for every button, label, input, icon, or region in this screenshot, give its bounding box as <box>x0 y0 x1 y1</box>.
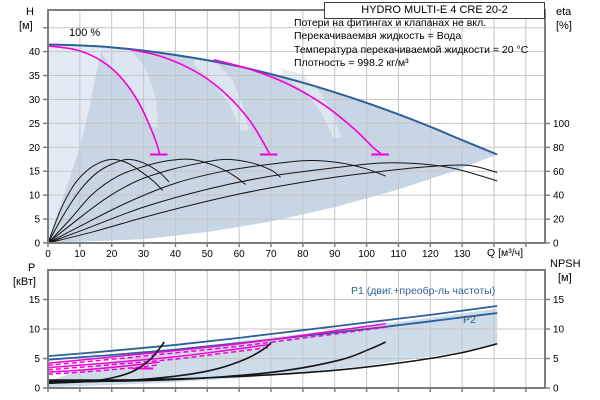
svg-text:30: 30 <box>138 249 150 260</box>
svg-text:100: 100 <box>358 249 375 260</box>
svg-text:40: 40 <box>553 191 565 202</box>
p2-curve-label: P2 <box>463 314 476 326</box>
axis-unit-eta: [%] <box>556 20 572 32</box>
npsh-curve-4 <box>47 342 498 381</box>
svg-text:100: 100 <box>553 119 570 130</box>
p1-curve-label: P1 (двиг.+преобр-ль частоты) <box>351 285 496 297</box>
axis-unit-npsh: [м] <box>558 272 572 284</box>
svg-text:0: 0 <box>34 239 40 250</box>
svg-text:0: 0 <box>45 249 51 260</box>
svg-text:50: 50 <box>202 249 214 260</box>
eta-curve-7 <box>47 164 498 244</box>
svg-text:10: 10 <box>74 249 86 260</box>
svg-text:15: 15 <box>553 295 565 306</box>
svg-text:10: 10 <box>553 325 565 336</box>
svg-text:5: 5 <box>553 354 559 365</box>
svg-text:80: 80 <box>553 143 565 154</box>
eta-curve-1 <box>47 158 164 244</box>
npsh-curve-3 <box>47 341 387 383</box>
condition-line: Перекачиваемая жидкость = Вода <box>294 30 462 43</box>
eta-curve-3 <box>47 158 246 244</box>
condition-line: Потери на фитингах и клапанах не вкл. <box>294 17 487 29</box>
axis-label-h: H <box>26 6 34 18</box>
duty-area-dark <box>48 46 498 244</box>
power-speed-curve-5 <box>47 361 160 373</box>
duty-wedge-2 <box>194 56 249 131</box>
svg-text:40: 40 <box>170 249 182 260</box>
svg-text:5: 5 <box>34 354 40 365</box>
power-speed-curve-6 <box>47 363 160 375</box>
power-speed-curve-4 <box>47 346 272 371</box>
power-npsh-chart: 0 5 10 15 0 5 10 15 <box>29 269 565 395</box>
axis-label-p: P <box>28 262 36 274</box>
svg-text:90: 90 <box>329 249 341 260</box>
svg-text:10: 10 <box>29 191 41 202</box>
duty-wedge-3 <box>280 68 342 138</box>
speed-curve-2 <box>130 48 271 154</box>
power-speed-curve-1 <box>47 322 386 364</box>
svg-text:15: 15 <box>29 167 41 178</box>
eta-curve-4 <box>47 158 281 244</box>
svg-text:0: 0 <box>553 384 559 395</box>
svg-text:60: 60 <box>234 249 246 260</box>
svg-text:5: 5 <box>34 215 40 226</box>
svg-text:0: 0 <box>34 384 40 395</box>
svg-text:20: 20 <box>106 249 118 260</box>
condition-line: Температура перекачиваемой жидкости = 20… <box>294 43 529 56</box>
speed-curve-1 <box>47 45 161 154</box>
svg-text:130: 130 <box>454 249 471 260</box>
qh-chart: 0 10 20 30 40 50 60 70 80 90 100 110 120 130 0 5 10 15 20 2… <box>29 9 570 260</box>
p1-curve <box>47 305 498 358</box>
axis-label-eta: eta <box>556 6 572 18</box>
qh-chart-frame <box>47 9 546 244</box>
power-speed-curve-2 <box>47 326 386 367</box>
axis-unit-p: [кВт] <box>13 276 36 288</box>
svg-text:120: 120 <box>422 249 439 260</box>
condition-line: Плотность = 998.2 кг/м³ <box>294 57 409 70</box>
operating-conditions: Потери на фитингах и клапанах не вкл. Пе… <box>294 17 528 71</box>
axis-label-q: Q [м³/ч] <box>487 247 524 259</box>
svg-text:40: 40 <box>29 47 41 58</box>
svg-text:0: 0 <box>553 239 559 250</box>
svg-text:35: 35 <box>29 71 41 82</box>
speed-100pct-label: 100 % <box>69 27 101 39</box>
pump-curve-100pct <box>47 43 498 156</box>
axis-label-npsh: NPSH <box>550 258 581 270</box>
svg-text:15: 15 <box>29 295 41 306</box>
svg-text:20: 20 <box>29 143 41 154</box>
svg-text:30: 30 <box>29 95 41 106</box>
svg-text:10: 10 <box>29 325 41 336</box>
svg-text:110: 110 <box>390 249 406 260</box>
chart-title: HYDRO MULTI-E 4 CRE 20-2 <box>324 2 545 19</box>
power-speed-curve-3 <box>47 343 272 369</box>
svg-text:80: 80 <box>297 249 309 260</box>
svg-text:70: 70 <box>265 249 277 260</box>
axis-unit-h: [м] <box>19 20 33 32</box>
eta-curve-2 <box>47 158 170 244</box>
svg-text:25: 25 <box>29 119 41 130</box>
speed-curve-3 <box>213 58 382 155</box>
svg-text:60: 60 <box>553 167 565 178</box>
svg-text:20: 20 <box>553 215 565 226</box>
